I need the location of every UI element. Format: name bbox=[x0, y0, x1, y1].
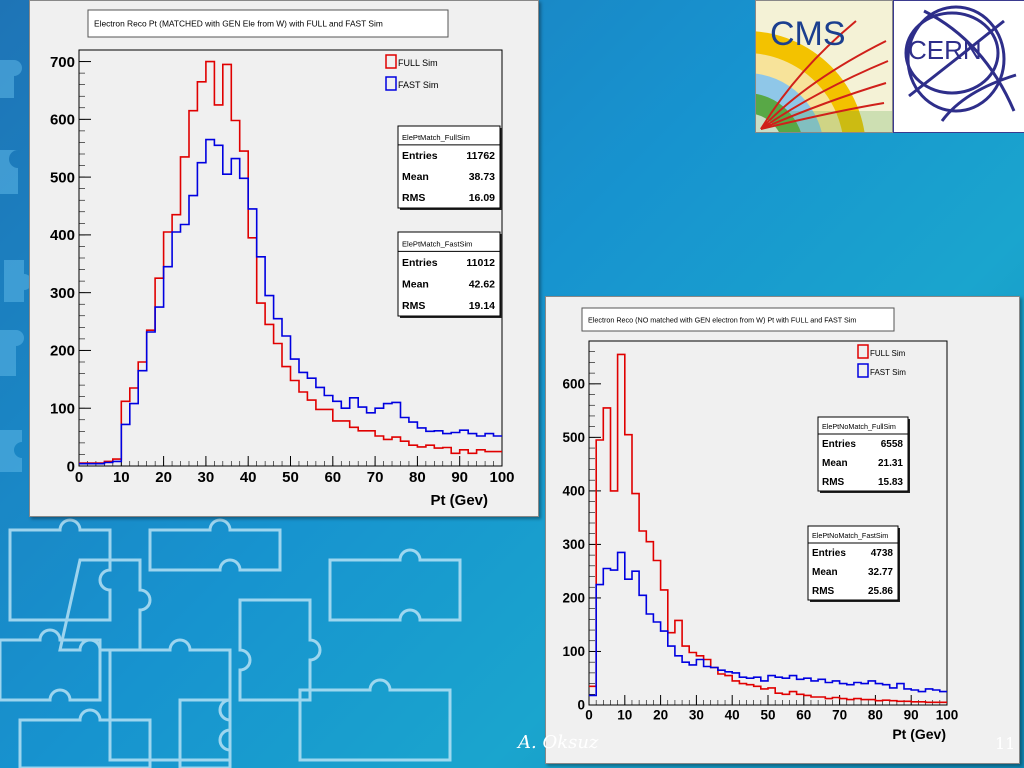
stats-value: 6558 bbox=[881, 439, 904, 450]
stats-value: 11012 bbox=[466, 257, 495, 269]
stats-value: 16.09 bbox=[469, 192, 495, 204]
x-tick-label: 40 bbox=[240, 469, 257, 486]
stats-label: Entries bbox=[402, 257, 438, 269]
y-tick-label: 400 bbox=[562, 484, 585, 499]
stats-value: 15.83 bbox=[878, 477, 903, 488]
stats-label: Entries bbox=[812, 548, 846, 559]
y-tick-label: 100 bbox=[50, 400, 75, 417]
chart-panel-matched: Electron Reco Pt (MATCHED with GEN Ele f… bbox=[29, 0, 539, 517]
stats-box-name: ElePtMatch_FullSim bbox=[402, 133, 470, 142]
stats-label: Mean bbox=[822, 458, 848, 469]
stats-label: Entries bbox=[402, 150, 438, 162]
y-tick-label: 0 bbox=[67, 458, 75, 475]
footer-author: A. Oksuz bbox=[518, 732, 599, 753]
stats-label: Mean bbox=[812, 567, 838, 578]
legend-label: FAST Sim bbox=[870, 368, 906, 377]
x-tick-label: 80 bbox=[409, 469, 426, 486]
chart-title: Electron Reco (NO matched with GEN elect… bbox=[588, 316, 856, 325]
y-tick-label: 300 bbox=[50, 285, 75, 302]
stats-label: RMS bbox=[822, 477, 845, 488]
cern-logo-text: CERN bbox=[908, 35, 982, 65]
legend-swatch bbox=[857, 344, 869, 359]
stats-value: 32.77 bbox=[868, 567, 893, 578]
y-tick-label: 300 bbox=[562, 537, 585, 552]
x-tick-label: 30 bbox=[689, 708, 704, 723]
x-tick-label: 20 bbox=[155, 469, 172, 486]
chart-title-box bbox=[87, 9, 449, 38]
x-tick-label: 0 bbox=[75, 469, 83, 486]
stats-box bbox=[807, 525, 899, 601]
series-line-full-sim bbox=[79, 60, 502, 464]
y-tick-label: 200 bbox=[562, 591, 585, 606]
stats-label: Mean bbox=[402, 278, 429, 290]
stats-label: RMS bbox=[402, 300, 425, 312]
legend-label: FULL Sim bbox=[870, 349, 906, 358]
series-line-fast-sim bbox=[589, 551, 947, 697]
stats-value: 38.73 bbox=[469, 171, 495, 183]
y-tick-label: 700 bbox=[50, 54, 75, 71]
stats-box-name: ElePtNoMatch_FastSim bbox=[812, 531, 888, 540]
x-tick-label: 60 bbox=[796, 708, 811, 723]
x-tick-label: 80 bbox=[868, 708, 883, 723]
stats-box bbox=[397, 125, 501, 209]
y-tick-label: 0 bbox=[577, 698, 585, 713]
legend-label: FAST Sim bbox=[398, 80, 438, 90]
cern-logo: CERN bbox=[893, 0, 1024, 133]
stats-value: 25.86 bbox=[868, 586, 893, 597]
x-tick-label: 20 bbox=[653, 708, 668, 723]
x-tick-label: 70 bbox=[367, 469, 384, 486]
plot-frame bbox=[588, 340, 948, 706]
y-tick-label: 500 bbox=[562, 430, 585, 445]
x-tick-label: 90 bbox=[904, 708, 919, 723]
x-tick-label: 100 bbox=[489, 469, 514, 486]
stats-value: 4738 bbox=[871, 548, 894, 559]
stats-label: RMS bbox=[402, 192, 425, 204]
legend-swatch bbox=[857, 363, 869, 378]
x-tick-label: 70 bbox=[832, 708, 847, 723]
x-axis-label: Pt (Gev) bbox=[430, 492, 488, 509]
stats-label: Mean bbox=[402, 171, 429, 183]
x-tick-label: 50 bbox=[282, 469, 299, 486]
x-tick-label: 0 bbox=[585, 708, 593, 723]
y-tick-label: 600 bbox=[50, 112, 75, 129]
page-number: 11 bbox=[995, 734, 1016, 753]
histogram-matched: Electron Reco Pt (MATCHED with GEN Ele f… bbox=[50, 9, 515, 509]
series-line-fast-sim bbox=[79, 138, 502, 465]
y-tick-label: 100 bbox=[562, 644, 585, 659]
y-tick-label: 200 bbox=[50, 343, 75, 360]
cms-logo-text: CMS bbox=[770, 15, 846, 53]
x-axis-label: Pt (Gev) bbox=[892, 726, 946, 742]
y-tick-label: 500 bbox=[50, 169, 75, 186]
stats-box-name: ElePtMatch_FastSim bbox=[402, 239, 472, 248]
y-tick-label: 400 bbox=[50, 227, 75, 244]
x-tick-label: 90 bbox=[451, 469, 468, 486]
chart-panel-no-matched: Electron Reco (NO matched with GEN elect… bbox=[545, 296, 1020, 764]
x-tick-label: 50 bbox=[760, 708, 775, 723]
stats-box-name: ElePtNoMatch_FullSim bbox=[822, 422, 896, 431]
legend-label: FULL Sim bbox=[398, 58, 438, 68]
stats-value: 42.62 bbox=[469, 278, 495, 290]
stats-label: Entries bbox=[822, 439, 856, 450]
x-tick-label: 10 bbox=[113, 469, 130, 486]
chart-title-box bbox=[581, 307, 895, 332]
stats-label: RMS bbox=[812, 586, 835, 597]
stats-value: 19.14 bbox=[469, 300, 495, 312]
stats-value: 21.31 bbox=[878, 458, 903, 469]
y-tick-label: 600 bbox=[562, 377, 585, 392]
legend-swatch bbox=[385, 54, 397, 69]
chart-title: Electron Reco Pt (MATCHED with GEN Ele f… bbox=[94, 19, 383, 29]
series-line-full-sim bbox=[589, 353, 947, 704]
x-tick-label: 30 bbox=[198, 469, 215, 486]
x-tick-label: 10 bbox=[617, 708, 632, 723]
stats-box bbox=[817, 416, 909, 492]
x-tick-label: 60 bbox=[324, 469, 341, 486]
cms-logo: CMS bbox=[755, 0, 893, 133]
x-tick-label: 100 bbox=[936, 708, 959, 723]
legend-swatch bbox=[385, 76, 397, 91]
stats-value: 11762 bbox=[466, 150, 495, 162]
x-tick-label: 40 bbox=[725, 708, 740, 723]
histogram-no-matched: Electron Reco (NO matched with GEN elect… bbox=[562, 307, 959, 742]
stats-box bbox=[397, 231, 501, 317]
